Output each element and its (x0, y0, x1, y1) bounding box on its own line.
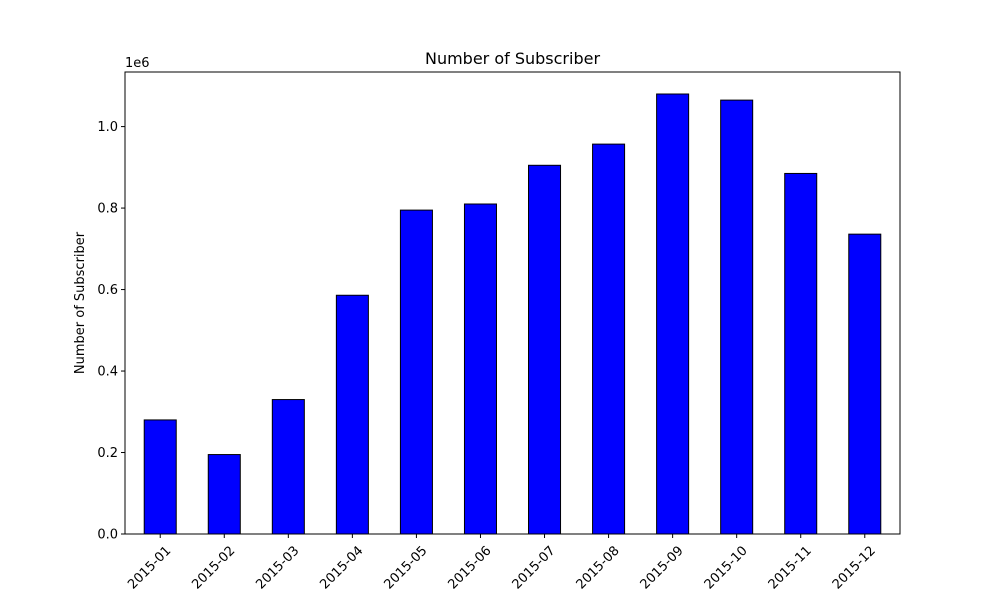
x-tick-label: 2015-06 (446, 543, 495, 592)
bar (207, 454, 241, 535)
bar (592, 143, 626, 535)
x-axis-ticks: 2015-01 2015-02 2015-03 2015-04 2015-05 2015-… (125, 534, 879, 592)
x-tick-label: 2015-07 (510, 543, 559, 592)
x-tick-label: 2015-02 (189, 543, 238, 592)
bar (399, 209, 433, 535)
x-tick-label: 2015-05 (381, 543, 430, 592)
x-tick-label: 2015-08 (574, 543, 623, 592)
bar (463, 203, 497, 535)
y-axis-offset-label: 1e6 (125, 56, 150, 71)
chart-title: Number of Subscriber (425, 49, 600, 68)
y-tick-label: 1.0 (97, 120, 118, 135)
bar (784, 172, 818, 535)
x-tick-label: 2015-01 (125, 543, 174, 592)
plot-frame (124, 71, 901, 535)
bar (848, 233, 882, 535)
bar (271, 399, 305, 535)
y-tick-label: 0.6 (97, 283, 118, 298)
y-axis-label: Number of Subscriber (73, 231, 88, 374)
x-tick-label: 2015-11 (766, 543, 815, 592)
y-tick-label: 0.2 (97, 446, 118, 461)
y-tick-label: 0.0 (97, 528, 118, 543)
y-axis-ticks: 0.0 0.2 0.4 0.6 0.8 1.0 (97, 120, 125, 543)
x-tick-label: 2015-04 (317, 543, 366, 592)
bar (143, 419, 177, 535)
x-tick-label: 2015-10 (702, 543, 751, 592)
x-tick-label: 2015-09 (638, 543, 687, 592)
y-tick-label: 0.8 (97, 202, 118, 217)
bar (528, 164, 562, 535)
x-tick-label: 2015-03 (253, 543, 302, 592)
bar (335, 294, 369, 535)
y-tick-label: 0.4 (97, 365, 118, 380)
bars (143, 93, 882, 535)
bar (720, 99, 754, 535)
x-tick-label: 2015-12 (830, 543, 879, 592)
bar (656, 93, 690, 535)
